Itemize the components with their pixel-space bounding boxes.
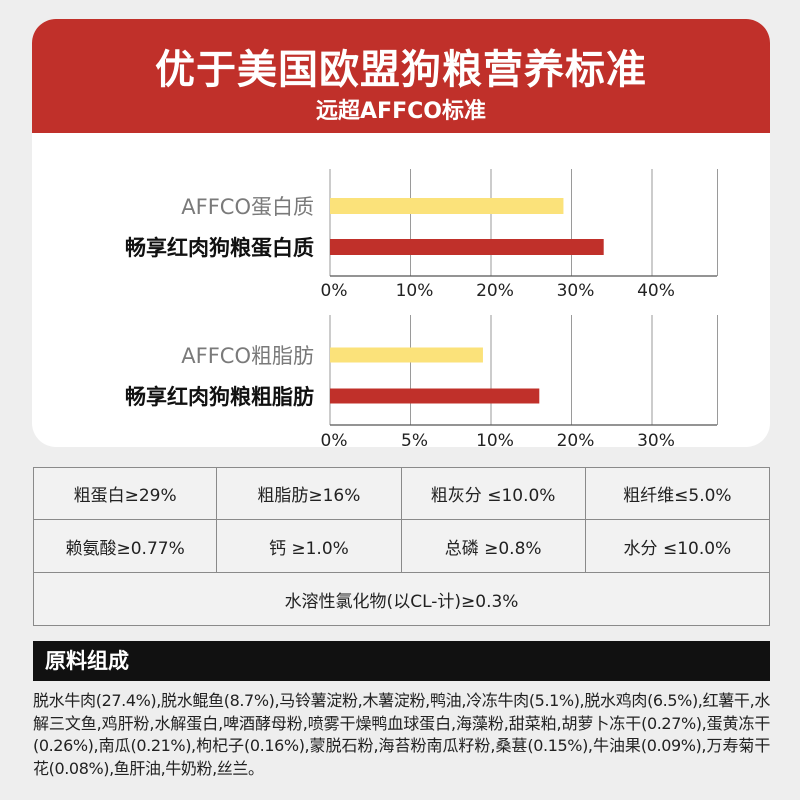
tick-label: 20% <box>476 281 514 301</box>
tick-label: 10% <box>396 281 434 301</box>
stat-cell: 粗灰分 ≤10.0% <box>400 467 586 520</box>
category-label: 畅享红肉狗粮蛋白质 <box>125 236 314 260</box>
stat-cell: 赖氨酸≥0.77% <box>33 519 218 573</box>
stat-cell: 水分 ≤10.0% <box>584 519 770 573</box>
stat-cell: 总磷 ≥0.8% <box>400 519 586 573</box>
bar-0 <box>330 347 483 363</box>
stat-cell: 粗蛋白≥29% <box>33 467 218 520</box>
tick-label: 0% <box>321 431 348 447</box>
category-label: AFFCO粗脂肪 <box>181 344 314 368</box>
category-label: 畅享红肉狗粮粗脂肪 <box>125 385 314 409</box>
tick-label: 20% <box>557 431 595 447</box>
page-title: 优于美国欧盟狗粮营养标准 <box>155 47 647 93</box>
bar-1 <box>330 388 540 404</box>
bar-0 <box>330 198 564 214</box>
bar-1 <box>330 239 604 255</box>
tick-label: 10% <box>476 431 514 447</box>
tick-label: 40% <box>637 281 675 301</box>
page-subtitle: 远超AFFCO标准 <box>316 99 486 124</box>
ingredients-text: 脱水牛肉(27.4%),脱水鲲鱼(8.7%),马铃薯淀粉,木薯淀粉,鸭油,冷冻牛… <box>33 691 770 778</box>
stat-cell: 粗脂肪≥16% <box>216 467 402 520</box>
tick-label: 5% <box>401 431 428 447</box>
tick-label: 30% <box>557 281 595 301</box>
card-header: 优于美国欧盟狗粮营养标准 远超AFFCO标准 <box>32 19 770 133</box>
stat-cell-wide: 水溶性氯化物(以CL-计)≥0.3% <box>33 572 770 626</box>
stat-cell: 钙 ≥1.0% <box>216 519 402 573</box>
stat-cell: 粗纤维≤5.0% <box>584 467 770 520</box>
nutrition-card: 优于美国欧盟狗粮营养标准 远超AFFCO标准 AFFCO蛋白质畅享红肉狗粮蛋白质… <box>32 19 770 447</box>
category-label: AFFCO蛋白质 <box>181 195 314 219</box>
nutrition-stats-table: 粗蛋白≥29% 粗脂肪≥16% 粗灰分 ≤10.0% 粗纤维≤5.0% 赖氨酸≥0.77… <box>33 467 770 626</box>
tick-label: 30% <box>637 431 675 447</box>
ingredients-heading: 原料组成 <box>33 641 770 681</box>
tick-label: 0% <box>321 281 348 301</box>
